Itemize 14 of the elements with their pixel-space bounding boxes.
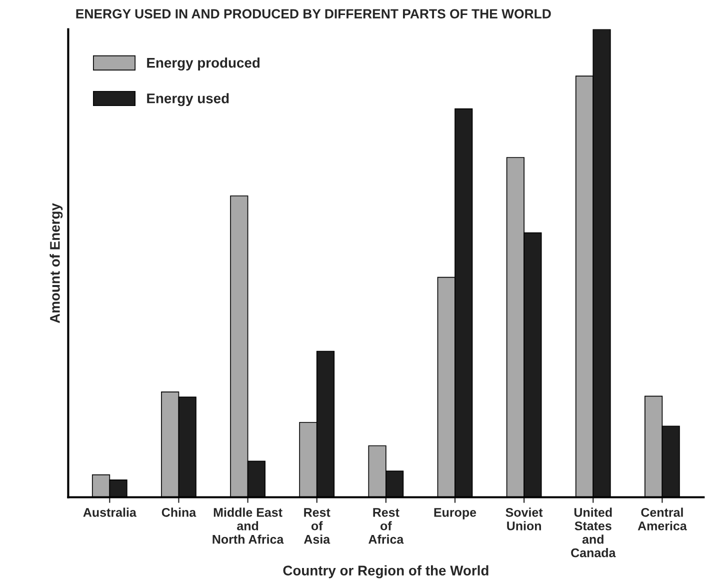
x-tick-label: Rest of Africa bbox=[368, 508, 404, 544]
x-tick-label: United States and Canada bbox=[571, 508, 616, 558]
x-tick-label: China bbox=[162, 508, 196, 517]
x-tick-label: Middle East and North Africa bbox=[212, 508, 284, 544]
x-tick-label: Central America bbox=[638, 508, 687, 530]
legend-label: Energy used bbox=[147, 93, 229, 106]
x-tick-label: Soviet Union bbox=[506, 508, 543, 530]
chart-title: ENERGY USED IN AND PRODUCED BY DIFFERENT PARTS OF THE WORLD bbox=[76, 9, 551, 18]
x-tick-label: Europe bbox=[434, 508, 476, 520]
x-tick-label: Australia bbox=[83, 508, 136, 517]
x-axis-title: Country or Region of the World bbox=[283, 565, 488, 578]
y-axis-title: Amount of Energy bbox=[50, 203, 63, 324]
x-tick-label: Rest of Asia bbox=[304, 508, 330, 544]
legend-label: Energy produced bbox=[147, 58, 260, 71]
